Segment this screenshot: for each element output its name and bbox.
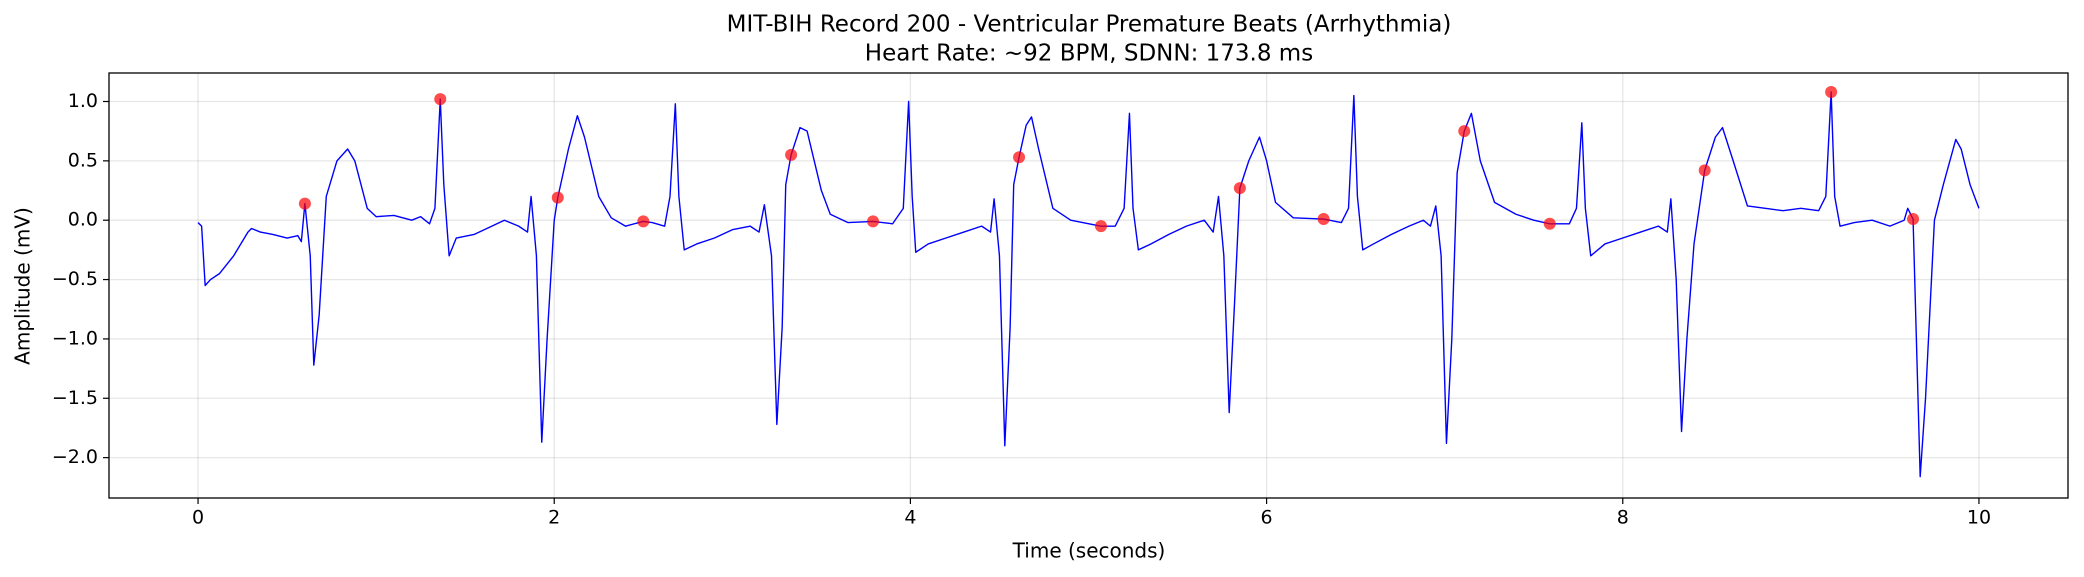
x-tick-label: 6: [1261, 507, 1273, 529]
peak-marker: [1233, 182, 1246, 195]
x-tick-label: 10: [1967, 507, 1991, 529]
peak-marker: [1698, 164, 1711, 177]
x-tick-label: 0: [192, 507, 204, 529]
peak-marker: [1458, 125, 1471, 138]
y-tick-label: 0.0: [68, 209, 98, 231]
ecg-line: [197, 91, 1980, 478]
peak-marker: [1825, 85, 1838, 98]
chart-title: MIT-BIH Record 200 - Ventricular Prematu…: [727, 12, 1452, 38]
y-tick-label: −2.0: [52, 446, 98, 468]
y-tick-label: −1.5: [52, 387, 98, 409]
y-tick-label: −0.5: [52, 268, 98, 290]
x-tick-label: 8: [1617, 507, 1629, 529]
plot-frame: [108, 72, 2069, 499]
x-tick-label: 2: [548, 507, 560, 529]
peak-marker: [1094, 220, 1107, 233]
y-tick-label: 0.5: [68, 149, 98, 171]
peak-marker: [637, 215, 650, 228]
x-tick-label: 4: [904, 507, 916, 529]
chart-subtitle: Heart Rate: ~92 BPM, SDNN: 173.8 ms: [865, 41, 1313, 67]
y-tick-label: −1.0: [52, 327, 98, 349]
peak-marker: [551, 191, 564, 204]
peak-marker: [1317, 213, 1330, 226]
peak-marker: [785, 148, 798, 161]
x-axis-label: Time (seconds): [1012, 539, 1166, 563]
peak-marker: [1543, 217, 1556, 230]
peak-marker: [434, 93, 447, 106]
peak-marker: [298, 197, 311, 210]
peak-marker: [867, 215, 880, 228]
peak-marker: [1013, 151, 1026, 164]
y-tick-label: 1.0: [68, 90, 98, 112]
peak-marker: [1907, 213, 1920, 226]
y-axis-label: Amplitude (mV): [11, 207, 35, 365]
